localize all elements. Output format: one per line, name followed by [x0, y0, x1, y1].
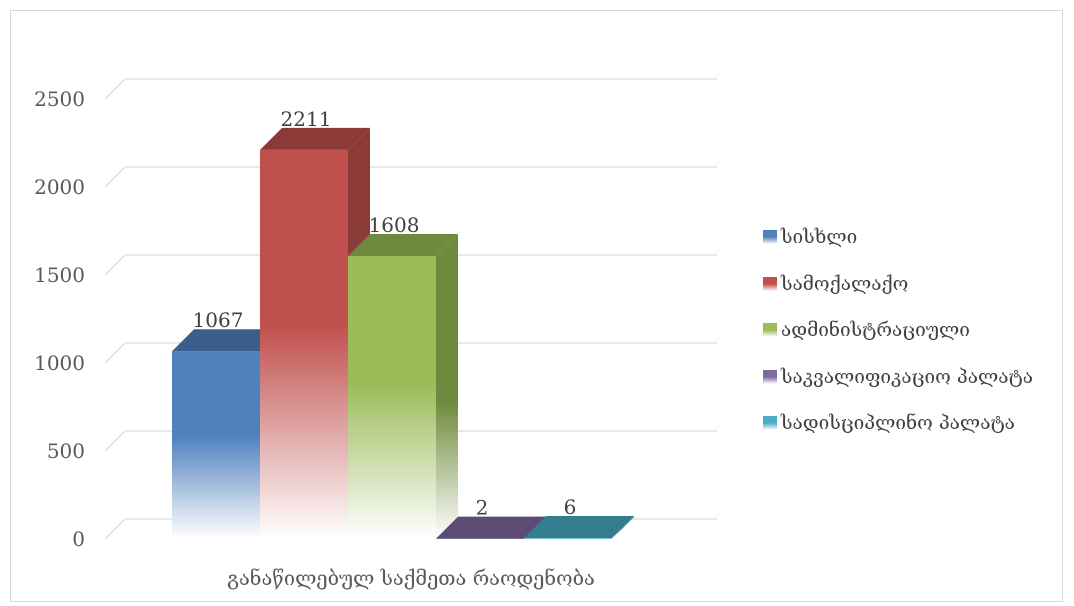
gridline: [104, 78, 717, 100]
legend-label: სადისციპლინო პალატა: [781, 412, 1015, 435]
y-axis: 0 500 1000 1500 2000 2500: [34, 87, 85, 551]
y-tick-label: 2500: [34, 87, 85, 111]
legend-item: ადმინისტრაციული: [763, 307, 1063, 354]
legend-swatch: [763, 369, 777, 384]
legend-item: სამოქალაქო: [763, 261, 1063, 308]
data-label: 2211: [281, 107, 332, 131]
x-axis: განაწილებულ საქმეთა რაოდენობა: [227, 566, 595, 590]
legend-swatch: [763, 416, 777, 431]
legend-item: სისხლი: [763, 214, 1063, 261]
chart-plot: 0 500 1000 1500 2000 2500 1067 2211 1608 2 6 განა…: [34, 78, 717, 590]
chart-area: 0 500 1000 1500 2000 2500 1067 2211 1608 2 6 განა…: [10, 10, 1063, 602]
gridline: [104, 342, 717, 364]
y-tick-label: 1500: [34, 263, 85, 287]
legend-label: საკვალიფიკაციო პალატა: [781, 365, 1033, 388]
gridline: [104, 166, 717, 188]
y-tick-label: 1000: [34, 351, 85, 375]
legend: სისხლი სამოქალაქო ადმინისტრაციული საკვალიფი…: [763, 214, 1063, 447]
bars: [172, 127, 634, 539]
data-label: 6: [564, 495, 577, 519]
data-label: 1067: [193, 308, 244, 332]
bar: [348, 233, 458, 539]
y-tick-label: 0: [72, 527, 85, 551]
gridline: [104, 430, 717, 452]
legend-label: სამოქალაქო: [781, 272, 909, 295]
legend-item: სადისციპლინო პალატა: [763, 400, 1063, 447]
data-label: 1608: [369, 213, 420, 237]
legend-label: ადმინისტრაციული: [781, 319, 970, 342]
y-tick-label: 2000: [34, 175, 85, 199]
data-labels: 1067 2211 1608 2 6: [193, 107, 577, 520]
legend-swatch: [763, 230, 777, 245]
legend-swatch: [763, 276, 777, 291]
legend-label: სისხლი: [781, 226, 858, 249]
bar: [524, 515, 634, 539]
category-label: განაწილებულ საქმეთა რაოდენობა: [227, 566, 595, 590]
y-tick-label: 500: [47, 439, 85, 463]
data-label: 2: [476, 496, 489, 520]
legend-swatch: [763, 323, 777, 338]
legend-item: საკვალიფიკაციო პალატა: [763, 354, 1063, 401]
gridline: [104, 254, 717, 276]
